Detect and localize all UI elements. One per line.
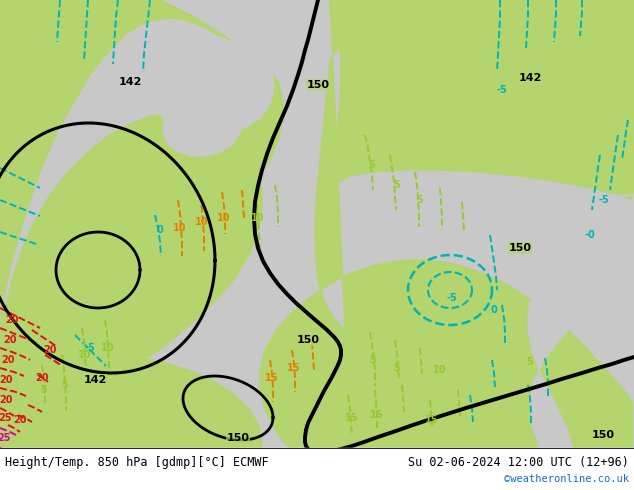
Text: 20: 20 [3, 335, 16, 345]
Polygon shape [332, 0, 634, 200]
Text: 0: 0 [157, 225, 164, 235]
Bar [0, 448, 634, 490]
Text: 25: 25 [0, 451, 11, 461]
Text: 20: 20 [0, 395, 13, 405]
Text: 10: 10 [101, 343, 115, 353]
Text: 5: 5 [41, 385, 48, 395]
Text: -0: -0 [585, 230, 595, 240]
Text: 5: 5 [394, 180, 401, 190]
Text: 0: 0 [491, 305, 498, 315]
Polygon shape [528, 195, 634, 490]
Text: 142: 142 [519, 73, 541, 83]
Text: 20: 20 [13, 415, 27, 425]
Polygon shape [152, 40, 274, 136]
Text: 10: 10 [433, 365, 447, 375]
Text: 5: 5 [370, 355, 377, 365]
Text: 20: 20 [5, 315, 19, 325]
Text: 15: 15 [370, 410, 384, 420]
Polygon shape [0, 356, 262, 490]
Text: 150: 150 [508, 243, 531, 253]
Text: 15: 15 [425, 415, 439, 425]
Text: 25: 25 [0, 433, 11, 443]
Text: 5: 5 [417, 195, 424, 205]
Text: -5: -5 [598, 195, 609, 205]
Text: 10: 10 [173, 223, 187, 233]
Text: 5: 5 [394, 363, 401, 373]
Text: 142: 142 [83, 375, 107, 385]
Text: -5: -5 [496, 85, 507, 95]
Text: -5: -5 [446, 293, 457, 303]
Text: 10: 10 [251, 213, 265, 223]
Text: -5: -5 [84, 343, 95, 353]
Text: 150: 150 [592, 430, 614, 440]
Text: 20: 20 [1, 355, 15, 365]
Text: 10: 10 [195, 217, 209, 227]
Text: 20: 20 [0, 375, 13, 385]
Text: 15: 15 [265, 373, 279, 383]
Text: 10: 10 [217, 213, 231, 223]
Text: 150: 150 [226, 433, 250, 443]
Text: 20: 20 [36, 373, 49, 383]
Text: Height/Temp. 850 hPa [gdmp][°C] ECMWF: Height/Temp. 850 hPa [gdmp][°C] ECMWF [5, 456, 269, 468]
Text: Su 02-06-2024 12:00 UTC (12+96): Su 02-06-2024 12:00 UTC (12+96) [408, 456, 629, 468]
Text: 5: 5 [368, 160, 375, 170]
Text: 150: 150 [306, 80, 330, 90]
Text: ©weatheronline.co.uk: ©weatheronline.co.uk [504, 474, 629, 484]
Polygon shape [260, 0, 634, 490]
Polygon shape [163, 96, 242, 156]
Polygon shape [0, 112, 262, 490]
Text: 142: 142 [119, 77, 141, 87]
Text: 5: 5 [61, 380, 68, 390]
Text: 20: 20 [43, 345, 57, 355]
Text: 5: 5 [527, 357, 533, 367]
Text: 150: 150 [297, 335, 320, 345]
Polygon shape [0, 0, 284, 335]
Text: 15: 15 [346, 413, 359, 423]
Text: 15: 15 [287, 363, 301, 373]
Text: 10: 10 [78, 350, 92, 360]
Text: 25: 25 [0, 413, 12, 423]
